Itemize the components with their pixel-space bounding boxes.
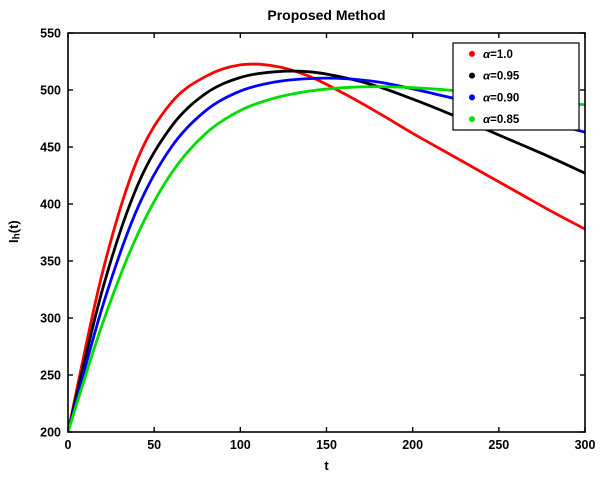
legend: α=1.0 α=0.95 α=0.90 α=0.85 xyxy=(452,42,580,131)
legend-label-0: α=1.0 xyxy=(483,49,513,61)
x-tick-label: 0 xyxy=(65,438,72,452)
x-axis-label: t xyxy=(324,458,329,473)
legend-box xyxy=(452,42,580,131)
y-tick-label: 400 xyxy=(40,198,61,212)
legend-label-2: α=0.90 xyxy=(483,92,519,104)
chart-title: Proposed Method xyxy=(267,7,386,23)
y-tick-label: 250 xyxy=(40,369,61,383)
y-tick-label: 500 xyxy=(40,84,61,98)
y-tick-label: 550 xyxy=(40,27,61,41)
legend-marker-1 xyxy=(469,72,475,79)
legend-marker-3 xyxy=(469,116,475,123)
x-tick-label: 300 xyxy=(575,438,596,452)
y-tick-label: 300 xyxy=(40,312,61,326)
legend-marker-2 xyxy=(469,94,475,101)
y-tick-label: 200 xyxy=(40,426,61,440)
x-tick-label: 150 xyxy=(316,438,337,452)
series-line-2 xyxy=(68,76,585,432)
x-tick-label: 250 xyxy=(488,438,509,452)
x-tick-label: 50 xyxy=(147,438,161,452)
series-line-0 xyxy=(68,62,585,432)
y-tick-label: 450 xyxy=(40,141,61,155)
series-line-1 xyxy=(68,69,585,432)
x-tick-label: 200 xyxy=(402,438,423,452)
plot-frame xyxy=(67,32,586,433)
x-tick-label: 100 xyxy=(230,438,251,452)
legend-marker-0 xyxy=(469,50,475,57)
legend-label-1: α=0.95 xyxy=(483,71,520,83)
legend-label-3: α=0.85 xyxy=(483,114,520,126)
y-tick-label: 350 xyxy=(40,255,61,269)
